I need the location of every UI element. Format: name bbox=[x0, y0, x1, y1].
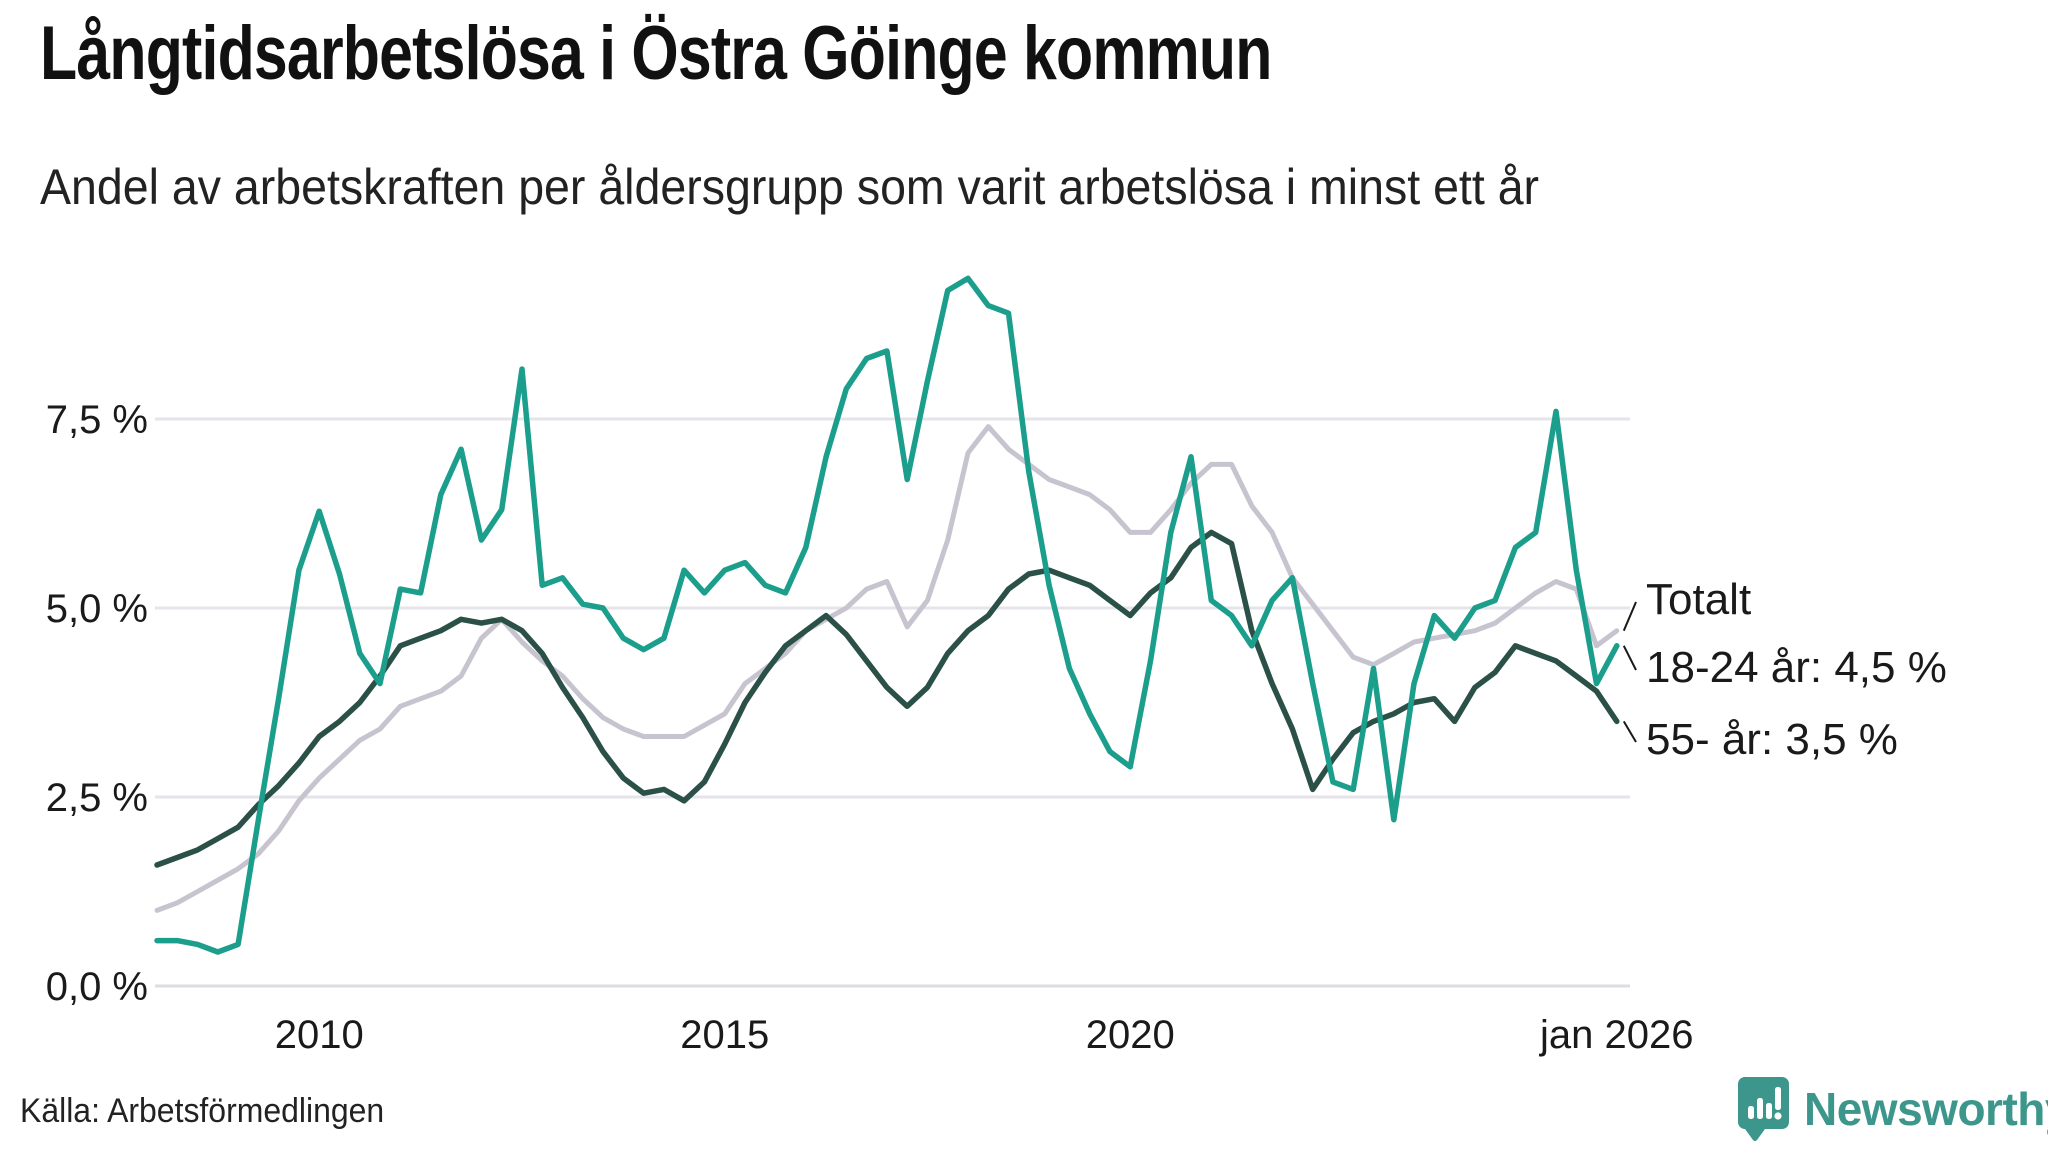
chart-subtitle: Andel av arbetskraften per åldersgrupp s… bbox=[40, 159, 1540, 215]
annotation-totalt: Totalt bbox=[1646, 575, 1752, 624]
newsworthy-logo-icon bbox=[1737, 1076, 1790, 1142]
annotation-18-24: 18-24 år: 4,5 % bbox=[1646, 643, 1947, 692]
y-tick-label: 7,5 % bbox=[46, 398, 148, 442]
series-line-55-r bbox=[154, 529, 1620, 868]
x-tick-label: 2010 bbox=[275, 1013, 364, 1057]
annotation-leader-line bbox=[1622, 601, 1637, 632]
y-tick-label: 5,0 % bbox=[46, 587, 148, 631]
x-tick-label: jan 2026 bbox=[1539, 1013, 1693, 1057]
y-tick-label: 2,5 % bbox=[46, 776, 148, 820]
annotation-leader-line bbox=[1622, 645, 1637, 671]
newsworthy-logo-text: Newsworthy bbox=[1804, 1083, 2048, 1135]
newsworthy-logo[interactable]: Newsworthy bbox=[1737, 1076, 2048, 1142]
annotation-leader-line bbox=[1622, 720, 1637, 743]
x-tick-label: 2015 bbox=[680, 1013, 769, 1057]
y-tick-label: 0,0 % bbox=[46, 965, 148, 1009]
chart-title: Långtidsarbetslösa i Östra Göinge kommun bbox=[40, 11, 1272, 96]
x-tick-label: 2020 bbox=[1086, 1013, 1175, 1057]
series-line-18-24-r bbox=[154, 275, 1620, 955]
annotation-55plus: 55- år: 3,5 % bbox=[1646, 715, 1898, 764]
source-note: Källa: Arbetsförmedlingen bbox=[20, 1092, 385, 1130]
series-line-totalt bbox=[154, 424, 1620, 913]
